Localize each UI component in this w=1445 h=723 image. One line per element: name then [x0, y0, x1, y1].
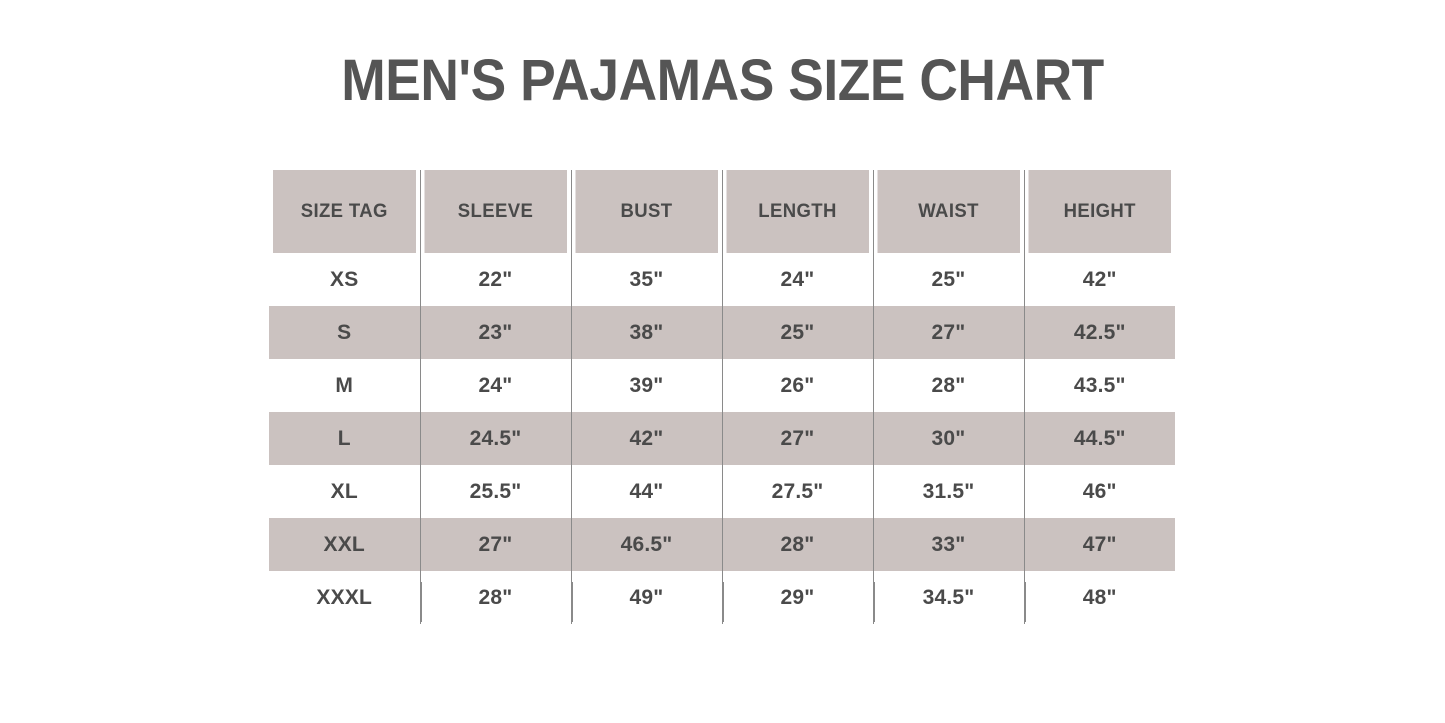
page-title: MEN'S PAJAMAS SIZE CHART	[341, 48, 1104, 113]
table-body: XS 22" 35" 24" 25" 42" S 23" 38" 25" 27" 42.5" M 24" 3…	[269, 253, 1175, 624]
measurement-cell: 42"	[1023, 253, 1175, 306]
size-tag-cell: L	[269, 412, 420, 465]
measurement-cell: 27.5"	[721, 465, 873, 518]
measurement-cell: 24"	[721, 253, 873, 306]
column-header-sleeve: SLEEVE	[423, 170, 568, 253]
measurement-cell: 47"	[1023, 518, 1175, 571]
measurement-cell: 42.5"	[1023, 306, 1175, 359]
column-header-waist: WAIST	[876, 170, 1021, 253]
column-divider	[873, 582, 875, 622]
size-tag-cell: M	[269, 359, 420, 412]
table-row: M 24" 39" 26" 28" 43.5"	[269, 359, 1175, 412]
measurement-cell: 43.5"	[1023, 359, 1175, 412]
measurement-cell: 25"	[872, 253, 1024, 306]
column-divider	[420, 582, 422, 622]
size-tag-cell: XXXL	[269, 571, 420, 624]
measurement-cell: 26"	[721, 359, 873, 412]
measurement-cell: 38"	[570, 306, 722, 359]
column-header-bust: BUST	[574, 170, 719, 253]
measurement-cell: 49"	[570, 571, 722, 624]
table-header-row: SIZE TAG SLEEVE BUST LENGTH WAIST HEIGHT	[269, 170, 1175, 253]
measurement-cell: 48"	[1023, 571, 1175, 624]
measurement-cell: 30"	[872, 412, 1024, 465]
table-row: XL 25.5" 44" 27.5" 31.5" 46"	[269, 465, 1175, 518]
measurement-cell: 39"	[570, 359, 722, 412]
measurement-cell: 29"	[721, 571, 873, 624]
measurement-cell: 27"	[872, 306, 1024, 359]
table-row: XS 22" 35" 24" 25" 42"	[269, 253, 1175, 306]
column-header-size-tag: SIZE TAG	[272, 170, 417, 253]
measurement-cell: 28"	[872, 359, 1024, 412]
table-header: SIZE TAG SLEEVE BUST LENGTH WAIST HEIGHT	[269, 170, 1175, 253]
size-tag-cell: XXL	[269, 518, 420, 571]
size-chart-table-container: SIZE TAG SLEEVE BUST LENGTH WAIST HEIGHT XS 22…	[269, 170, 1175, 624]
column-header-length: LENGTH	[725, 170, 870, 253]
table-row: L 24.5" 42" 27" 30" 44.5"	[269, 412, 1175, 465]
measurement-cell: 46.5"	[570, 518, 722, 571]
measurement-cell: 24"	[419, 359, 571, 412]
measurement-cell: 27"	[721, 412, 873, 465]
measurement-cell: 28"	[721, 518, 873, 571]
measurement-cell: 33"	[872, 518, 1024, 571]
measurement-cell: 25"	[721, 306, 873, 359]
column-divider	[1024, 582, 1026, 622]
size-tag-cell: XL	[269, 465, 420, 518]
measurement-cell: 22"	[419, 253, 571, 306]
measurement-cell: 44.5"	[1023, 412, 1175, 465]
column-divider	[722, 582, 724, 622]
table-row: XXL 27" 46.5" 28" 33" 47"	[269, 518, 1175, 571]
size-tag-cell: XS	[269, 253, 420, 306]
table-row: XXXL 28" 49" 29" 34.5" 48"	[269, 571, 1175, 624]
column-divider	[571, 582, 573, 622]
table-row: S 23" 38" 25" 27" 42.5"	[269, 306, 1175, 359]
size-chart-table: SIZE TAG SLEEVE BUST LENGTH WAIST HEIGHT XS 22…	[269, 170, 1175, 624]
measurement-cell: 42"	[570, 412, 722, 465]
measurement-cell: 35"	[570, 253, 722, 306]
measurement-cell: 24.5"	[419, 412, 571, 465]
measurement-cell: 31.5"	[872, 465, 1024, 518]
measurement-cell: 25.5"	[419, 465, 571, 518]
measurement-cell: 34.5"	[872, 571, 1024, 624]
measurement-cell: 27"	[419, 518, 571, 571]
measurement-cell: 46"	[1023, 465, 1175, 518]
measurement-cell: 23"	[419, 306, 571, 359]
column-header-height: HEIGHT	[1027, 170, 1172, 253]
size-tag-cell: S	[269, 306, 420, 359]
measurement-cell: 28"	[419, 571, 571, 624]
measurement-cell: 44"	[570, 465, 722, 518]
